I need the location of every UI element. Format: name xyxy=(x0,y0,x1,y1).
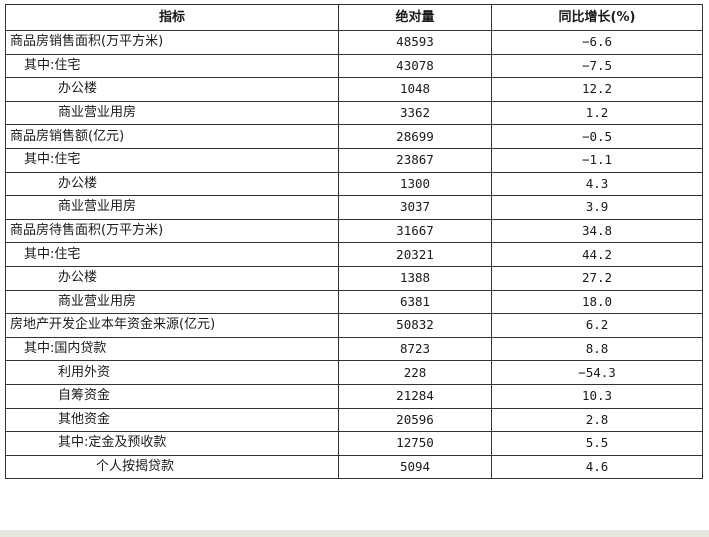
row-label: 商品房销售额(亿元) xyxy=(5,124,339,149)
row-value: 3362 xyxy=(338,100,492,126)
row-value: 21284 xyxy=(338,383,492,409)
table-row: 其中:住宅 20321 44.2 xyxy=(5,242,703,267)
row-growth: −0.5 xyxy=(491,124,703,149)
row-label: 办公楼 xyxy=(5,171,339,197)
row-growth: −1.1 xyxy=(491,147,703,173)
row-growth: 27.2 xyxy=(491,265,703,291)
row-growth: 8.8 xyxy=(491,336,703,362)
row-value: 50832 xyxy=(338,313,492,338)
table-row: 其中:定金及预收款 12750 5.5 xyxy=(5,431,703,456)
row-growth: 1.2 xyxy=(491,100,703,126)
row-value: 228 xyxy=(338,360,492,385)
row-value: 3037 xyxy=(338,195,492,220)
table-row: 商品房销售额(亿元) 28699 −0.5 xyxy=(5,124,703,149)
row-label: 利用外资 xyxy=(5,360,339,385)
row-label: 自筹资金 xyxy=(5,383,339,409)
header-indicator: 指标 xyxy=(5,4,339,31)
row-value: 28699 xyxy=(338,124,492,149)
row-value: 1300 xyxy=(338,171,492,197)
table-row: 个人按揭贷款 5094 4.6 xyxy=(5,454,703,480)
row-label: 其他资金 xyxy=(5,407,339,433)
row-value: 5094 xyxy=(338,454,492,480)
table-row: 办公楼 1300 4.3 xyxy=(5,171,703,197)
row-label: 个人按揭贷款 xyxy=(5,454,339,480)
row-value: 8723 xyxy=(338,336,492,362)
table-row: 其中:国内贷款 8723 8.8 xyxy=(5,336,703,362)
row-growth: −6.6 xyxy=(491,30,703,55)
row-label: 商品房待售面积(万平方米) xyxy=(5,218,339,244)
row-value: 31667 xyxy=(338,218,492,244)
row-label: 房地产开发企业本年资金来源(亿元) xyxy=(5,313,339,338)
row-value: 1048 xyxy=(338,77,492,102)
table-row: 其中:住宅 43078 −7.5 xyxy=(5,53,703,79)
row-growth: 34.8 xyxy=(491,218,703,244)
row-label: 办公楼 xyxy=(5,265,339,291)
row-value: 6381 xyxy=(338,289,492,315)
table-row: 其他资金 20596 2.8 xyxy=(5,407,703,433)
table-row: 商业营业用房 6381 18.0 xyxy=(5,289,703,315)
row-value: 12750 xyxy=(338,431,492,456)
row-value: 20596 xyxy=(338,407,492,433)
row-growth: 4.3 xyxy=(491,171,703,197)
row-label: 商业营业用房 xyxy=(5,100,339,126)
table-row: 办公楼 1048 12.2 xyxy=(5,77,703,102)
row-label: 其中:国内贷款 xyxy=(5,336,339,362)
row-growth: 5.5 xyxy=(491,431,703,456)
row-label: 商业营业用房 xyxy=(5,195,339,220)
table-row: 自筹资金 21284 10.3 xyxy=(5,383,703,409)
row-value: 23867 xyxy=(338,147,492,173)
row-growth: 3.9 xyxy=(491,195,703,220)
bottom-strip xyxy=(0,530,709,537)
row-growth: 44.2 xyxy=(491,242,703,267)
table-row: 商业营业用房 3362 1.2 xyxy=(5,100,703,126)
row-label: 商业营业用房 xyxy=(5,289,339,315)
row-growth: 10.3 xyxy=(491,383,703,409)
row-label: 其中:住宅 xyxy=(5,147,339,173)
table-row: 利用外资 228 −54.3 xyxy=(5,360,703,385)
table-row: 办公楼 1388 27.2 xyxy=(5,265,703,291)
row-growth: 4.6 xyxy=(491,454,703,480)
table-row: 商业营业用房 3037 3.9 xyxy=(5,195,703,220)
table-row: 其中:住宅 23867 −1.1 xyxy=(5,147,703,173)
row-growth: 2.8 xyxy=(491,407,703,433)
row-value: 20321 xyxy=(338,242,492,267)
row-label: 其中:住宅 xyxy=(5,242,339,267)
table-row: 商品房待售面积(万平方米) 31667 34.8 xyxy=(5,218,703,244)
row-label: 商品房销售面积(万平方米) xyxy=(5,30,339,55)
row-label: 其中:定金及预收款 xyxy=(5,431,339,456)
row-growth: 12.2 xyxy=(491,77,703,102)
statistics-table: 指标 绝对量 同比增长(%) 商品房销售面积(万平方米) 48593 −6.6 其中:… xyxy=(5,4,703,480)
row-growth: 6.2 xyxy=(491,313,703,338)
row-growth: 18.0 xyxy=(491,289,703,315)
row-label: 办公楼 xyxy=(5,77,339,102)
row-growth: −7.5 xyxy=(491,53,703,79)
header-yoy-growth: 同比增长(%) xyxy=(491,4,703,31)
row-value: 1388 xyxy=(338,265,492,291)
header-absolute-value: 绝对量 xyxy=(338,4,492,31)
row-value: 48593 xyxy=(338,30,492,55)
table-row: 房地产开发企业本年资金来源(亿元) 50832 6.2 xyxy=(5,313,703,338)
row-label: 其中:住宅 xyxy=(5,53,339,79)
row-growth: −54.3 xyxy=(491,360,703,385)
table-row: 商品房销售面积(万平方米) 48593 −6.6 xyxy=(5,30,703,55)
row-value: 43078 xyxy=(338,53,492,79)
header-row: 指标 绝对量 同比增长(%) xyxy=(5,4,703,31)
